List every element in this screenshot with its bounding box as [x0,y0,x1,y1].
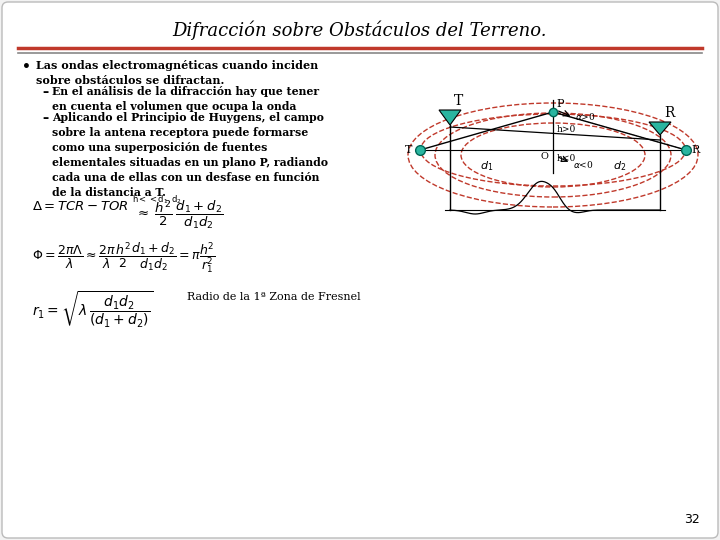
Text: $\Delta = TCR - TOR$: $\Delta = TCR - TOR$ [32,200,129,213]
Text: h<0: h<0 [557,154,576,163]
Text: Radio de la 1ª Zona de Fresnel: Radio de la 1ª Zona de Fresnel [187,292,361,302]
Text: Difracción sobre Obstáculos del Terreno.: Difracción sobre Obstáculos del Terreno. [173,20,547,40]
Text: $d_2$: $d_2$ [613,159,626,173]
Text: h>0: h>0 [557,125,576,133]
Text: T: T [405,145,412,155]
Text: P: P [556,99,564,109]
Text: En el análisis de la difracción hay que tener
en cuenta el volumen que ocupa la : En el análisis de la difracción hay que … [52,86,319,112]
Text: $\mathsf{h{<}{<}d_1,d_2}$: $\mathsf{h{<}{<}d_1,d_2}$ [132,194,182,206]
Text: $\alpha$>0: $\alpha$>0 [575,111,595,123]
Text: R: R [664,106,675,120]
Text: T: T [454,94,463,108]
Text: –: – [42,112,48,125]
Text: •: • [22,60,31,74]
Polygon shape [649,122,671,135]
Text: $d_1$: $d_1$ [480,159,493,173]
Text: Las ondas electromagnéticas cuando inciden
sobre obstáculos se difractan.: Las ondas electromagnéticas cuando incid… [36,60,318,86]
Text: O: O [540,152,548,161]
Text: $\Phi = \dfrac{2\pi\Lambda}{\lambda} \approx \dfrac{2\pi}{\lambda}\dfrac{h^2}{2}: $\Phi = \dfrac{2\pi\Lambda}{\lambda} \ap… [32,240,216,275]
Text: 32: 32 [684,513,700,526]
Text: $r_1 = \sqrt{\lambda\,\dfrac{d_1 d_2}{(d_1+d_2)}}$: $r_1 = \sqrt{\lambda\,\dfrac{d_1 d_2}{(d… [32,290,153,330]
Polygon shape [439,110,461,125]
Text: $\approx\;\dfrac{h^2}{2}\;\dfrac{d_1+d_2}{d_1 d_2}$: $\approx\;\dfrac{h^2}{2}\;\dfrac{d_1+d_2… [135,199,223,231]
Text: Aplicando el Principio de Huygens, el campo
sobre la antena receptora puede form: Aplicando el Principio de Huygens, el ca… [52,112,328,198]
Text: –: – [42,86,48,99]
Text: R: R [691,145,699,155]
Text: $\alpha$<0: $\alpha$<0 [573,159,594,171]
